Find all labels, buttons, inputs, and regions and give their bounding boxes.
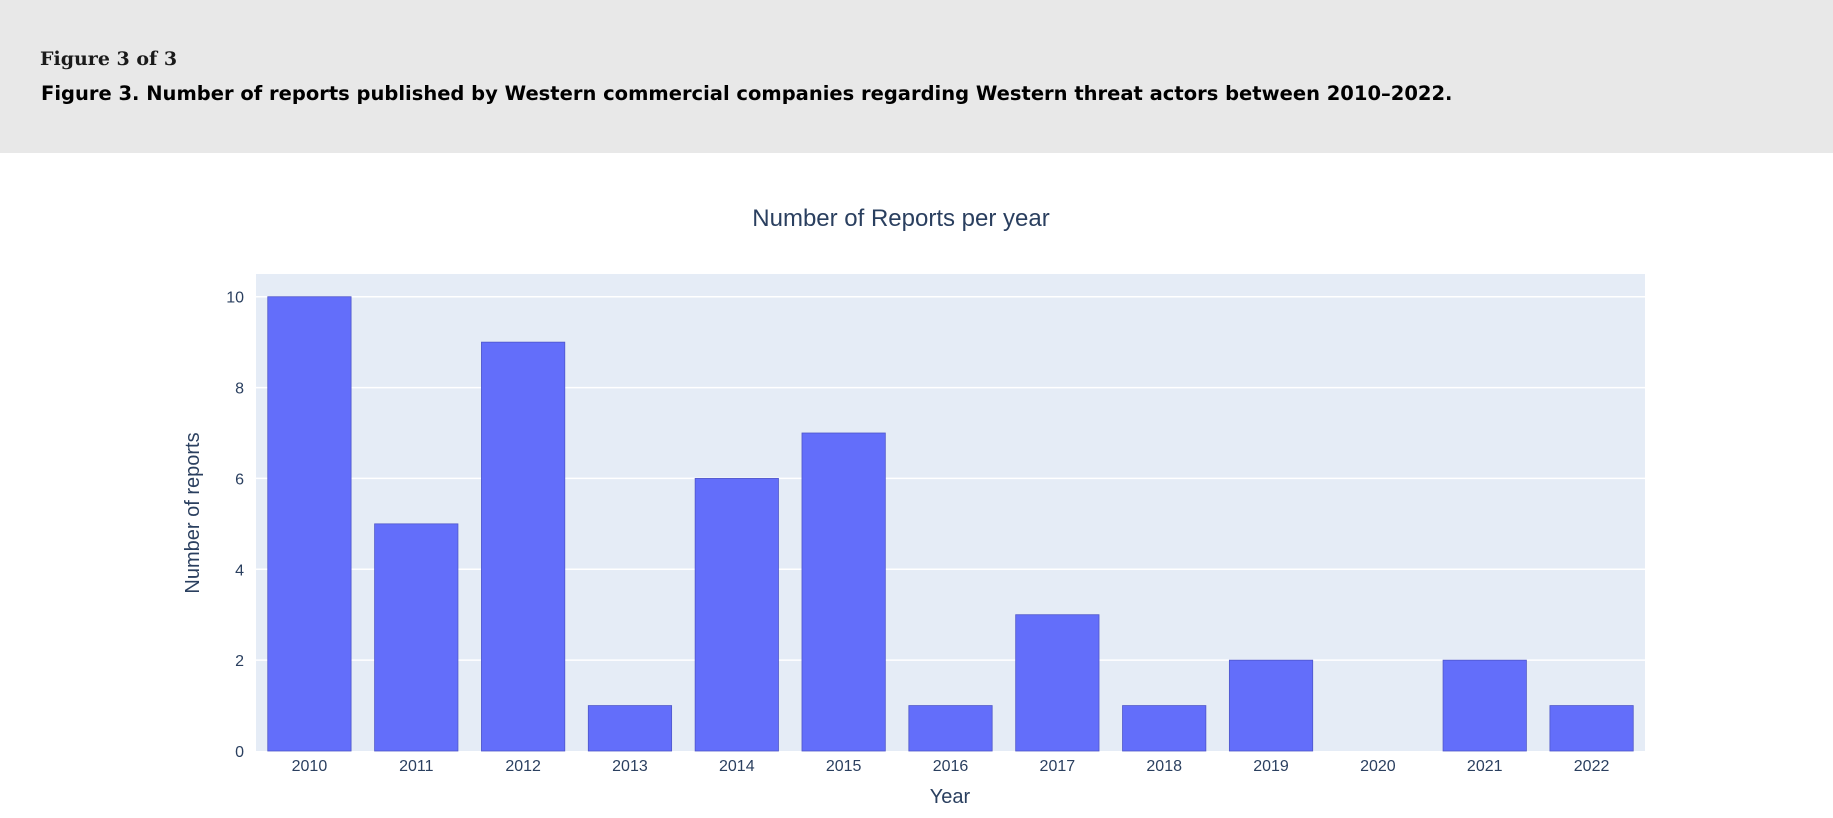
y-tick-label: 10 bbox=[226, 290, 244, 307]
bar-2017 bbox=[1015, 614, 1100, 752]
bar-2013 bbox=[587, 705, 673, 752]
figure-caption: Figure 3. Number of reports published by… bbox=[41, 82, 1453, 105]
x-tick-label: 2013 bbox=[612, 758, 648, 775]
y-axis-label: Number of reports bbox=[182, 432, 204, 593]
x-tick-label: 2010 bbox=[292, 758, 328, 775]
y-tick-label: 4 bbox=[235, 562, 244, 579]
x-tick-label: 2019 bbox=[1253, 758, 1289, 775]
figure-counter: Figure 3 of 3 bbox=[40, 48, 178, 70]
chart-title: Number of Reports per year bbox=[752, 205, 1049, 232]
x-axis-ticks: 2010 2011 2012 2013 2014 2015 2016 2017 2018 2019… bbox=[292, 758, 1610, 775]
x-tick-label: 2015 bbox=[826, 758, 862, 775]
bar-2018 bbox=[1122, 705, 1207, 752]
x-tick-label: 2016 bbox=[933, 758, 969, 775]
x-axis-label: Year bbox=[930, 786, 971, 808]
chart-container: Number of Reports per year 0 2 4 6 8 10 2010 2… bbox=[0, 153, 1833, 813]
bar-2022 bbox=[1549, 705, 1634, 752]
bar-2015 bbox=[801, 432, 886, 752]
x-tick-label: 2018 bbox=[1146, 758, 1182, 775]
y-tick-label: 6 bbox=[235, 471, 244, 488]
y-tick-label: 2 bbox=[235, 653, 244, 670]
y-tick-label: 8 bbox=[235, 381, 244, 398]
plot-area bbox=[256, 274, 1645, 751]
y-axis-ticks: 0 2 4 6 8 10 bbox=[226, 290, 244, 761]
bar-2014 bbox=[694, 478, 779, 752]
bar-2019 bbox=[1228, 659, 1314, 752]
x-tick-label: 2011 bbox=[399, 758, 434, 775]
bar-2012 bbox=[481, 341, 566, 752]
x-tick-label: 2021 bbox=[1467, 758, 1503, 775]
bar-2010 bbox=[267, 296, 352, 752]
bar-2016 bbox=[908, 705, 993, 752]
x-tick-label: 2017 bbox=[1040, 758, 1076, 775]
bars bbox=[267, 296, 1634, 752]
bar-2021 bbox=[1442, 659, 1527, 752]
x-tick-label: 2014 bbox=[719, 758, 755, 775]
x-tick-label: 2022 bbox=[1574, 758, 1610, 775]
x-tick-label: 2020 bbox=[1360, 758, 1396, 775]
figure-header: Figure 3 of 3 Figure 3. Number of report… bbox=[0, 0, 1833, 153]
bar-2011 bbox=[374, 523, 459, 752]
y-tick-label: 0 bbox=[235, 744, 244, 761]
x-tick-label: 2012 bbox=[505, 758, 541, 775]
